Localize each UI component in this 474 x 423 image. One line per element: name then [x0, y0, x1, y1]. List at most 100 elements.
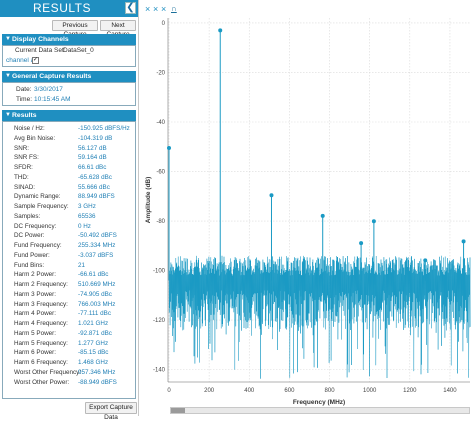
spur-marker: [269, 193, 274, 198]
spur-marker: [167, 146, 172, 150]
channel-a-checkbox[interactable]: ✓: [32, 57, 39, 64]
spectrum-chart: 0 -20 -40 -60 -80 -100 -120 -140 0 200 400 600 800 10…: [140, 18, 474, 416]
y-tick-label: -100: [153, 269, 166, 275]
result-row: SINAD: 55.666 dBc: [14, 184, 134, 193]
result-label: Harm 5 Power:: [14, 329, 56, 337]
result-row: Noise / Hz: -150.925 dBFS/Hz: [14, 125, 134, 134]
spur-marker: [218, 28, 223, 33]
result-row: Harm 5 Frequency: 1.277 GHz: [14, 340, 134, 349]
result-row: Fund Frequency: 255.334 MHz: [14, 242, 134, 251]
result-row: THD: -65.628 dBc: [14, 174, 134, 183]
time-value: 10:15:45 AM: [34, 96, 71, 103]
y-tick-label: -40: [156, 120, 165, 126]
export-capture-data-button[interactable]: Export Capture Data: [85, 402, 137, 421]
y-axis-label: Amplitude (dB): [145, 177, 152, 224]
result-value: 59.164 dB: [78, 154, 107, 162]
x-tick-label: 1200: [403, 388, 417, 394]
result-value: 55.666 dBc: [78, 183, 110, 191]
result-label: SNR FS:: [14, 154, 39, 162]
x-tick-label: 1000: [363, 388, 377, 394]
spectrum-svg[interactable]: 0 -20 -40 -60 -80 -100 -120 -140 0 200 400 600 800 10…: [140, 18, 474, 416]
result-row: DC Frequency: 0 Hz: [14, 223, 134, 232]
result-value: 957.346 MHz: [78, 368, 116, 376]
result-value: 56.127 dB: [78, 144, 107, 152]
time-label: Time:: [16, 96, 33, 103]
chevron-left-icon[interactable]: ❮: [125, 2, 136, 14]
result-row: Worst Other Frequency: 957.346 MHz: [14, 369, 134, 378]
result-value: -66.61 dBc: [78, 271, 109, 279]
result-row: Fund Bins: 21: [14, 262, 134, 271]
result-label: DC Frequency:: [14, 222, 57, 230]
result-value: 88.949 dBFS: [78, 193, 115, 201]
y-tick-label: 0: [162, 21, 166, 27]
result-label: SFDR:: [14, 164, 33, 171]
result-row: Harm 2 Power: -66.61 dBc: [14, 271, 134, 280]
horizontal-scrollbar[interactable]: [170, 407, 470, 414]
result-row: DC Power: -50.492 dBFS: [14, 232, 134, 241]
y-tick-label: -120: [153, 318, 166, 324]
display-channels-header[interactable]: ▼ Display Channels: [2, 34, 136, 45]
x-tick-label: 400: [244, 388, 255, 394]
cursor-x-icon[interactable]: ×: [145, 4, 151, 14]
x-tick-label: 0: [167, 388, 171, 394]
result-label: SNR:: [14, 144, 30, 152]
result-label: Harm 4 Frequency:: [14, 320, 68, 327]
result-row: Worst Other Power: -88.949 dBFS: [14, 379, 134, 388]
general-capture-title: General Capture Results: [12, 73, 92, 80]
result-label: Avg Bin Noise:: [14, 134, 56, 142]
result-row: SNR FS: 59.164 dB: [14, 154, 134, 163]
result-row: Harm 3 Power: -74.905 dBc: [14, 291, 134, 300]
results-header: RESULTS ❮: [0, 0, 138, 17]
x-tick-label: 800: [325, 388, 336, 394]
result-label: Harm 6 Frequency:: [14, 359, 68, 366]
y-tick-label: -140: [153, 368, 166, 374]
result-label: Sample Frequency:: [14, 203, 69, 210]
collapse-triangle-icon: ▼: [5, 73, 11, 79]
result-value: 0 Hz: [78, 222, 91, 230]
spur-marker: [461, 239, 466, 244]
result-row: Fund Power: -3.037 dBFS: [14, 252, 134, 261]
general-capture-header[interactable]: ▼ General Capture Results: [2, 71, 136, 82]
y-tick-label: -80: [156, 219, 165, 225]
channel-a-label: channel a: [6, 57, 35, 64]
result-row: Dynamic Range: 88.949 dBFS: [14, 193, 134, 202]
results-section-header[interactable]: ▼ Results: [2, 110, 136, 121]
date-label: Date:: [16, 86, 32, 93]
x-tick-label: 1400: [443, 388, 457, 394]
result-label: Fund Frequency:: [14, 242, 62, 249]
result-label: Harm 3 Power:: [14, 290, 56, 298]
result-value: -104.319 dB: [78, 134, 113, 142]
previous-capture-button[interactable]: Previous Capture: [52, 20, 98, 38]
results-panel: RESULTS ❮ Previous Capture Next Capture …: [0, 0, 139, 421]
result-row: Harm 6 Frequency: 1.468 GHz: [14, 359, 134, 368]
general-capture-box: Date: 3/30/2017 Time: 10:15:45 AM: [2, 82, 136, 106]
spectrum-trace: [168, 255, 471, 379]
result-label: Harm 5 Frequency:: [14, 339, 68, 347]
y-tick-label: -20: [156, 70, 165, 76]
result-label: Samples:: [14, 212, 41, 220]
result-label: Harm 4 Power:: [14, 310, 56, 318]
result-label: Fund Power:: [14, 251, 50, 259]
result-value: 3 GHz: [78, 203, 96, 210]
results-title: RESULTS: [33, 1, 91, 15]
zoom-fit-icon[interactable]: ×: [161, 4, 167, 14]
result-value: 66.61 dBc: [78, 164, 107, 171]
spur-marker: [359, 241, 364, 246]
cursor-y-icon[interactable]: ×: [153, 4, 159, 14]
marker-icon[interactable]: ∩: [171, 4, 177, 13]
result-value: 1.468 GHz: [78, 359, 109, 366]
result-value: -77.111 dBc: [78, 310, 112, 318]
results-box: [2, 121, 136, 399]
result-label: Harm 6 Power:: [14, 349, 56, 357]
result-value: -74.905 dBc: [78, 290, 112, 298]
result-label: Worst Other Power:: [14, 378, 70, 386]
result-label: THD:: [14, 173, 29, 181]
result-row: Harm 3 Frequency: 766.003 MHz: [14, 301, 134, 310]
result-row: Samples: 65536: [14, 213, 134, 222]
result-row: SFDR: 66.61 dBc: [14, 164, 134, 173]
scrollbar-thumb[interactable]: [171, 408, 185, 413]
next-capture-button[interactable]: Next Capture: [100, 20, 136, 38]
x-tick-label: 600: [284, 388, 295, 394]
spur-marker: [320, 213, 325, 218]
result-value: -50.492 dBFS: [78, 232, 117, 240]
